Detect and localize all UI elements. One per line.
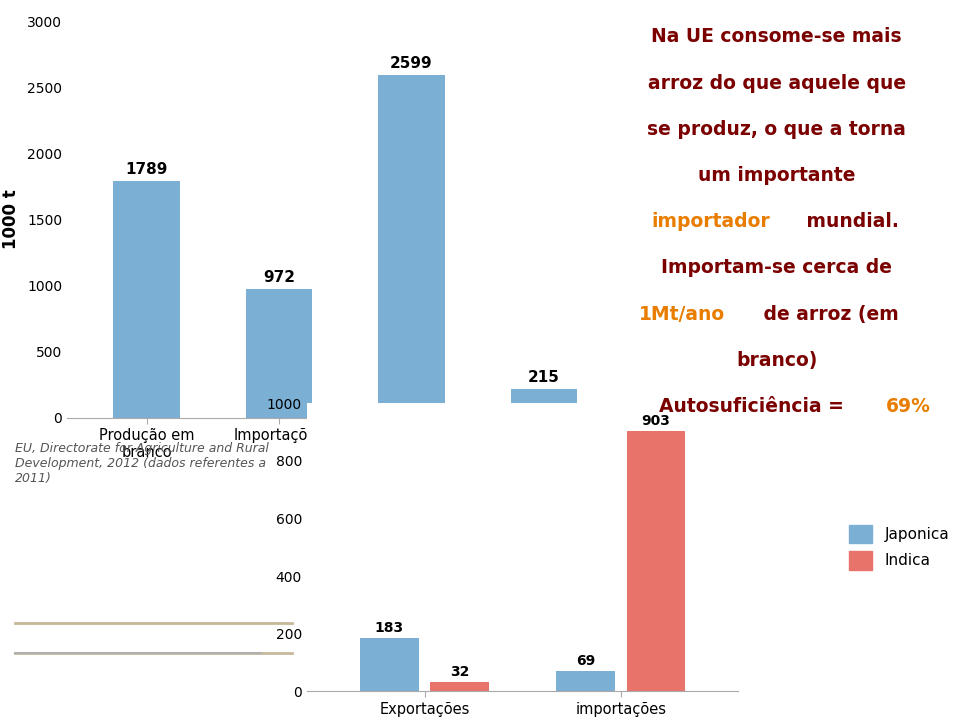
Bar bbox=[246, 289, 312, 418]
Text: se produz, o que a torna: se produz, o que a torna bbox=[647, 120, 906, 139]
Text: branco): branco) bbox=[737, 351, 817, 370]
Text: Autosuficiência =: Autosuficiência = bbox=[659, 397, 851, 416]
Bar bbox=[556, 671, 615, 691]
Bar bbox=[511, 390, 577, 418]
Bar bbox=[626, 431, 686, 691]
Text: 972: 972 bbox=[263, 270, 295, 285]
Text: 32: 32 bbox=[450, 665, 470, 678]
Text: arroz do que aquele que: arroz do que aquele que bbox=[647, 73, 906, 93]
Bar bbox=[113, 181, 179, 418]
Text: 1789: 1789 bbox=[126, 163, 168, 178]
Text: 215: 215 bbox=[528, 370, 560, 385]
Text: 903: 903 bbox=[642, 414, 670, 428]
Text: 69%: 69% bbox=[885, 397, 930, 416]
Bar bbox=[360, 639, 419, 691]
Text: importador: importador bbox=[652, 212, 771, 231]
Text: de arroz (em: de arroz (em bbox=[757, 305, 899, 324]
Text: 2599: 2599 bbox=[390, 55, 433, 71]
Bar bbox=[379, 75, 445, 418]
Text: 1Mt/ano: 1Mt/ano bbox=[639, 305, 725, 324]
Text: 183: 183 bbox=[375, 621, 404, 635]
Text: Importam-se cerca de: Importam-se cerca de bbox=[662, 258, 892, 277]
Y-axis label: 1000 t: 1000 t bbox=[2, 190, 20, 249]
Text: 69: 69 bbox=[575, 654, 595, 668]
Legend: Japonica, Indica: Japonica, Indica bbox=[843, 518, 955, 576]
Text: um importante: um importante bbox=[698, 166, 855, 185]
Text: Na UE consome-se mais: Na UE consome-se mais bbox=[651, 27, 902, 46]
Bar bbox=[431, 682, 489, 691]
Text: mundial.: mundial. bbox=[800, 212, 900, 231]
Text: EU, Directorate for Agriculture and Rural
Development, 2012 (dados referentes a
: EU, Directorate for Agriculture and Rura… bbox=[15, 442, 269, 485]
